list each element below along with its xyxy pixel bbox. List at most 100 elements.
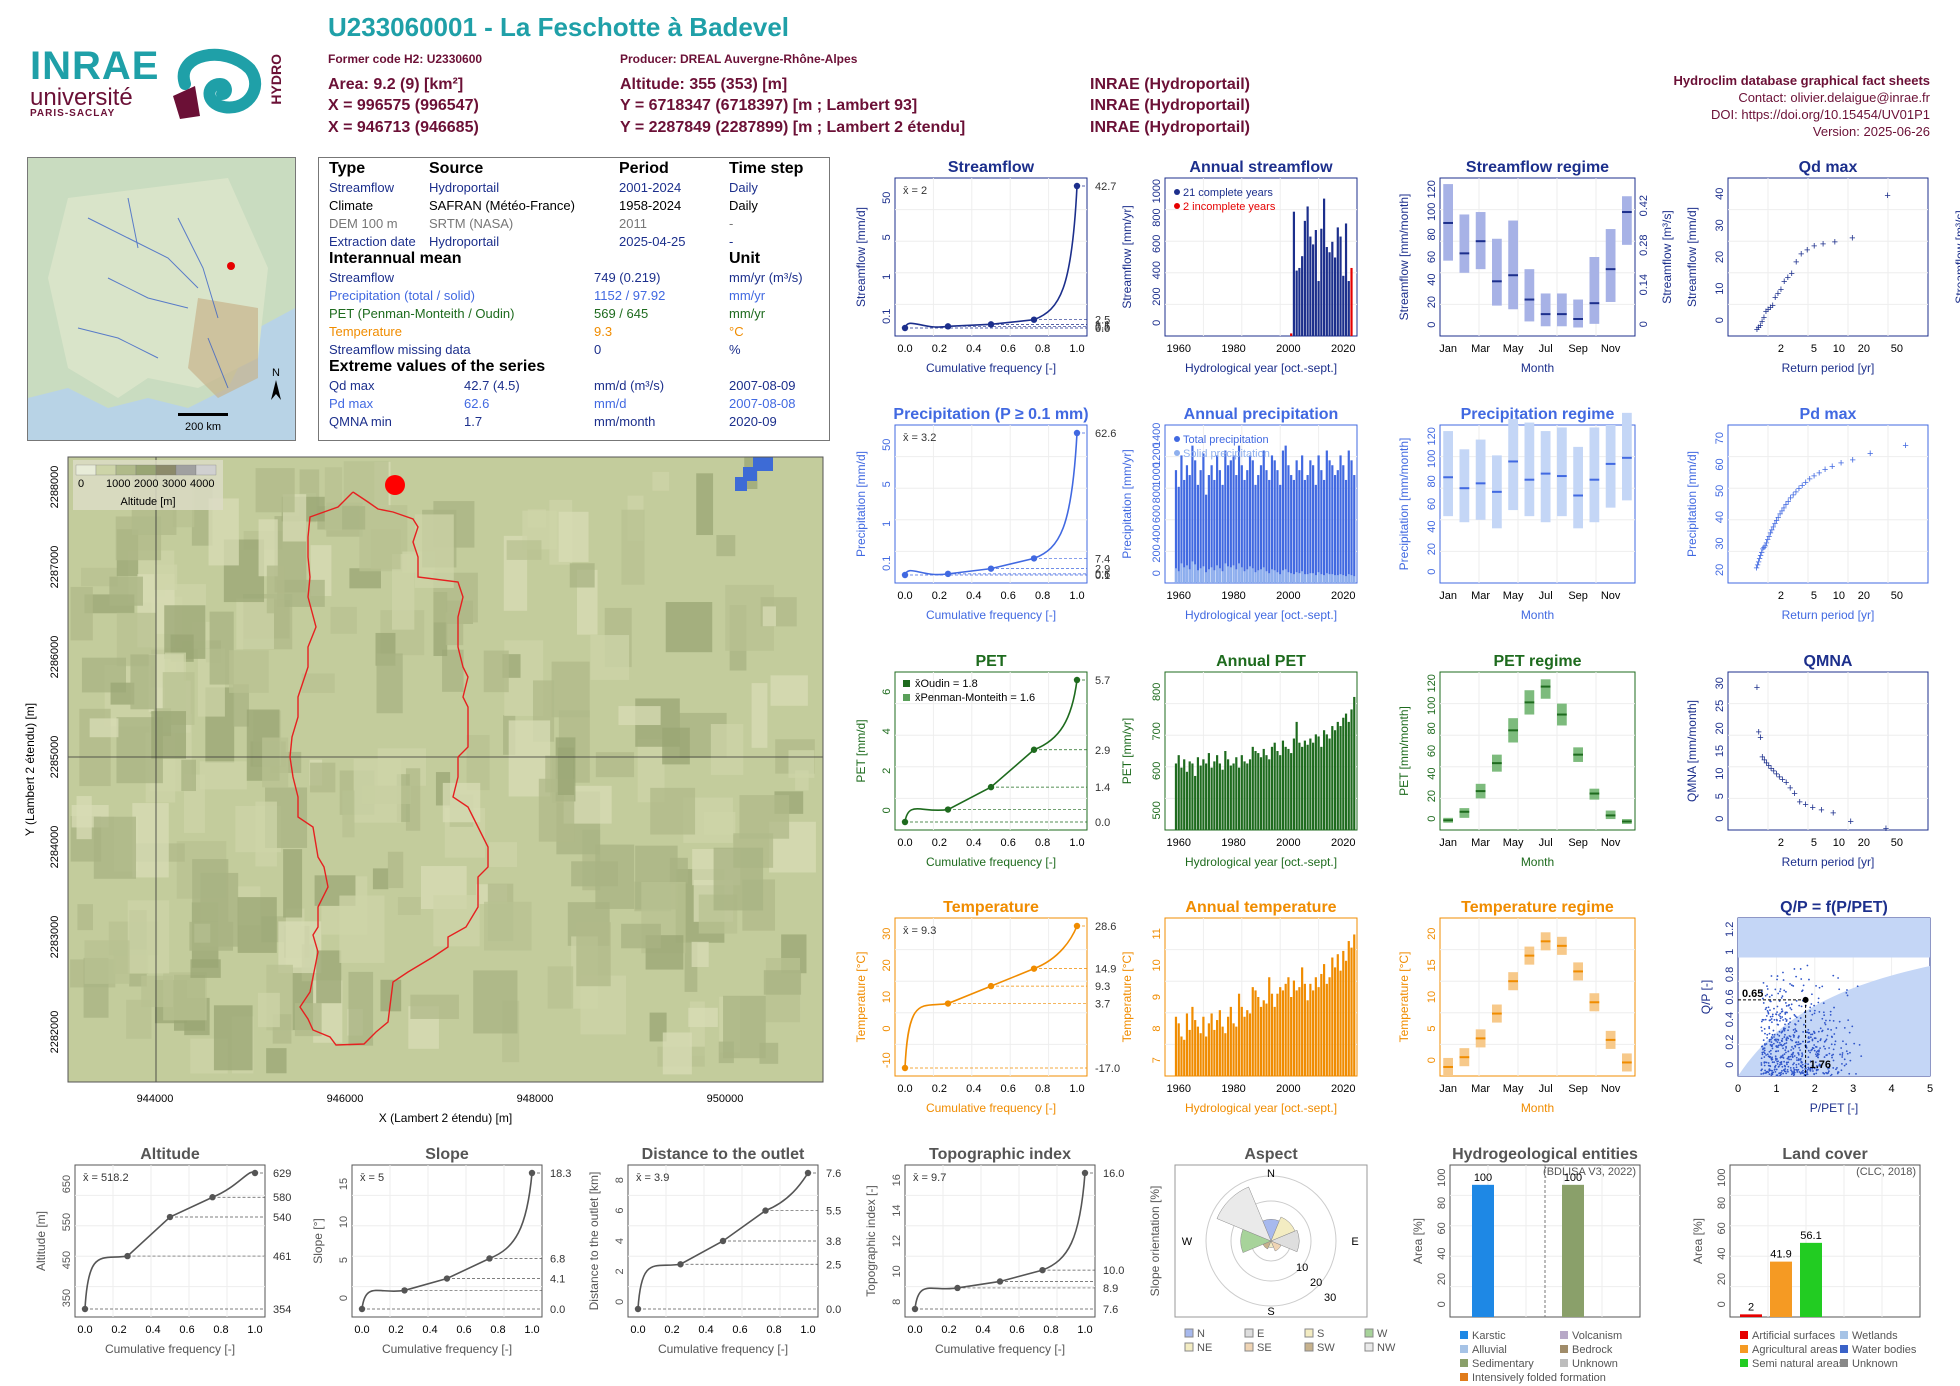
y-tick: 2284000 (49, 826, 61, 869)
data-point: + (1768, 763, 1774, 775)
source-note: (CLC, 2018) (1856, 1166, 1916, 1178)
bar (1347, 941, 1350, 1076)
scatter-dot (1782, 971, 1784, 974)
solid-bar (1202, 566, 1205, 583)
scatter-dot (1813, 1031, 1816, 1034)
y-tick: 70 (1714, 432, 1726, 444)
scatter-dot (1819, 1027, 1822, 1030)
data-point: + (1766, 531, 1772, 543)
x-tick: 10 (1833, 590, 1845, 602)
scatter-dot (1777, 992, 1780, 995)
scatter-dot (1782, 1057, 1785, 1059)
table-header: Time step (729, 160, 804, 177)
bar (1344, 223, 1348, 336)
scatter-dot (1832, 974, 1835, 977)
x-axis-label: Hydrological year [oct.-sept.] (1185, 608, 1337, 622)
scatter-dot (1788, 1026, 1790, 1028)
legend-swatch (1304, 1328, 1314, 1338)
y-tick: 2285000 (49, 736, 61, 779)
scatter-dot (1799, 1017, 1802, 1019)
bar (1328, 977, 1331, 1076)
y-tick: 60 (1426, 251, 1438, 263)
x-tick: 0.4 (975, 1324, 990, 1336)
x-tick: 2 (1778, 837, 1784, 849)
bar (1303, 220, 1306, 336)
x-tick: 0.2 (932, 590, 947, 602)
solid-bar (1226, 566, 1230, 583)
scatter-dot (1766, 1009, 1769, 1012)
x-axis-label: Cumulative frequency [-] (926, 361, 1056, 375)
terrain-cell (330, 606, 357, 634)
scatter-dot (1781, 1054, 1784, 1057)
bar (1188, 761, 1191, 830)
scatter-dot (1807, 1063, 1810, 1066)
solid-bar (1342, 575, 1345, 583)
scatter-dot (1798, 1004, 1801, 1007)
legend-entry: Wetlands (1852, 1330, 1898, 1342)
point-label-x: 1.76 (1810, 1059, 1831, 1071)
scatter-dot (1824, 1023, 1827, 1026)
legend-swatch (1184, 1342, 1194, 1352)
scatter-dot (1782, 1072, 1785, 1075)
chart-streamflow_regime: Streamflow regime Month Streamflow [mm/mon… (1397, 159, 1674, 375)
legend-entry: Unknown (1852, 1358, 1898, 1370)
scatter-dot (1797, 1053, 1800, 1056)
scatter-dot (1810, 1003, 1813, 1005)
bar (1229, 765, 1232, 830)
scatter-dot (1835, 1068, 1837, 1071)
scatter-dot (1770, 1018, 1773, 1020)
river-cell (753, 457, 773, 471)
scatter-dot (1832, 1067, 1835, 1069)
scatter-dot (1823, 1056, 1826, 1058)
scatter-dot (1809, 1051, 1812, 1054)
right-tick: 62.6 (1095, 428, 1116, 440)
plot-frame (894, 424, 1088, 584)
data-point: + (1829, 461, 1835, 473)
scatter-dot (1810, 1019, 1813, 1022)
scatter-dot (1831, 1054, 1833, 1057)
chart-landcover: Land cover Area [%] 0 20 40 60 80 100 (CLC, 2018… (1691, 1146, 1921, 1370)
y-axis-label: Streamflow [mm/d] (1685, 207, 1699, 307)
scatter-dot (1787, 1004, 1790, 1007)
bar (1207, 475, 1210, 583)
scatter-dot (1782, 1019, 1784, 1021)
scatter-dot (1768, 1068, 1771, 1070)
bar (1287, 465, 1290, 583)
db-name: Hydroclim database graphical fact sheets (1673, 73, 1930, 88)
terrain-cell (154, 564, 178, 590)
scatter-dot (1761, 1051, 1764, 1054)
terrain-cell (77, 904, 93, 931)
y-axis-label: Streamflow [mm/d] (854, 207, 868, 307)
scatter-dot (1767, 1012, 1770, 1015)
y-tick: 40 (1716, 1248, 1728, 1260)
terrain-cell (255, 801, 277, 867)
bar (1325, 450, 1328, 583)
bar (1281, 740, 1285, 830)
scatter-dot (1766, 988, 1769, 990)
box (1622, 412, 1632, 501)
scatter-dot (1792, 1029, 1795, 1031)
bar (1226, 1016, 1230, 1076)
table-cell: Daily (729, 198, 758, 213)
x-tick: 1.0 (1069, 1083, 1084, 1095)
legend-swatch (1174, 203, 1180, 209)
terrain-cell (213, 1005, 253, 1071)
terrain-cell (414, 514, 454, 588)
bar (1342, 275, 1345, 336)
scatter-dot (1769, 1019, 1772, 1022)
legend-entry: Alluvial (1472, 1344, 1507, 1356)
x-axis-label: Cumulative frequency [-] (926, 1101, 1056, 1115)
right-tick: 629 (273, 1168, 291, 1180)
y-tick: 50 (881, 192, 893, 204)
legend-entry: Agricultural areas (1752, 1344, 1838, 1356)
scatter-dot (1811, 1013, 1814, 1016)
terrain-cell (110, 682, 135, 705)
bar (1259, 1006, 1263, 1076)
terrain-cell (301, 673, 335, 693)
scatter-dot (1781, 995, 1784, 998)
scatter-dot (1826, 1034, 1829, 1037)
x-tick: Sep (1568, 343, 1588, 355)
bar (1284, 445, 1287, 583)
data-point: + (1773, 768, 1779, 780)
y-tick: 4 (614, 1238, 626, 1244)
